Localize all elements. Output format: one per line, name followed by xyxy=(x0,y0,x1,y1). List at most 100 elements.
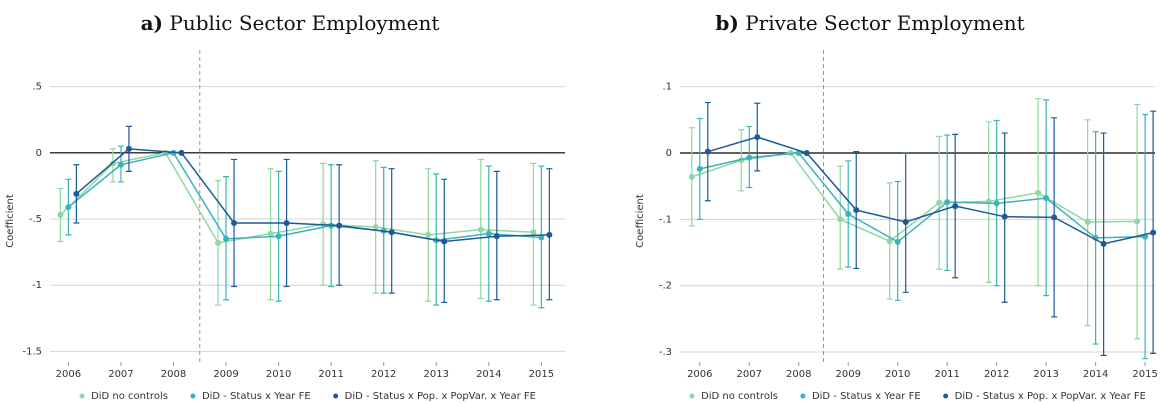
title-text: Public Sector Employment xyxy=(169,11,439,35)
data-point xyxy=(952,203,959,210)
series-line xyxy=(75,148,550,243)
y-tick-label: -1.5 xyxy=(22,346,42,357)
x-tick-label: 2009 xyxy=(836,369,861,380)
y-axis-label: Coefficient xyxy=(635,194,646,248)
series-line xyxy=(699,152,1146,243)
data-point xyxy=(493,233,500,240)
data-point xyxy=(388,229,395,236)
legend-marker xyxy=(333,393,339,399)
data-point xyxy=(223,235,230,242)
data-point xyxy=(546,231,553,238)
legend-marker xyxy=(79,393,85,399)
data-point xyxy=(485,230,492,237)
legend-label: DiD - Status x Year FE xyxy=(202,391,311,402)
chart-title: a) Public Sector Employment xyxy=(141,11,440,35)
data-point xyxy=(178,149,185,156)
legend-marker xyxy=(943,393,949,399)
data-point xyxy=(1043,195,1050,202)
data-point xyxy=(336,222,343,229)
x-tick-label: 2006 xyxy=(687,369,712,380)
data-point xyxy=(754,134,761,141)
data-point xyxy=(73,190,80,197)
data-point xyxy=(902,218,909,225)
panel-label: a) xyxy=(141,11,163,35)
x-tick-label: 2011 xyxy=(934,369,959,380)
data-point xyxy=(372,223,379,230)
legend-label: DiD - Status x Year FE xyxy=(812,391,921,402)
x-tick-label: 2012 xyxy=(371,369,396,380)
x-tick-label: 2007 xyxy=(108,369,133,380)
title-text: Private Sector Employment xyxy=(745,11,1024,35)
data-point xyxy=(117,161,124,168)
x-tick-label: 2010 xyxy=(885,369,910,380)
data-point xyxy=(936,199,943,206)
data-point xyxy=(1134,218,1141,225)
y-axis-label: Coefficient xyxy=(5,194,16,248)
y-tick-label: 0 xyxy=(666,148,672,159)
data-point xyxy=(704,148,711,155)
y-tick-label: -.2 xyxy=(659,281,672,292)
y-tick-label: .1 xyxy=(662,82,672,93)
data-point xyxy=(1051,214,1058,221)
legend-marker xyxy=(689,393,695,399)
data-point xyxy=(538,234,545,241)
series-line xyxy=(67,151,542,241)
data-point xyxy=(1150,229,1157,236)
data-point xyxy=(65,204,72,211)
x-tick-label: 2012 xyxy=(984,369,1009,380)
legend-label: DiD no controls xyxy=(91,391,168,402)
data-point xyxy=(1035,189,1042,196)
legend-label: DiD no controls xyxy=(701,391,778,402)
x-tick-label: 2013 xyxy=(424,369,449,380)
data-point xyxy=(1084,218,1091,225)
data-point xyxy=(1100,240,1107,247)
data-point xyxy=(283,219,290,226)
x-tick-label: 2008 xyxy=(786,369,811,380)
data-point xyxy=(886,238,893,245)
data-point xyxy=(853,207,860,214)
x-tick-label: 2014 xyxy=(1083,369,1108,380)
legend-marker xyxy=(190,393,196,399)
data-point xyxy=(688,173,695,180)
data-point xyxy=(696,165,703,172)
data-point xyxy=(125,145,132,152)
y-tick-label: -.5 xyxy=(29,214,42,225)
x-tick-label: 2011 xyxy=(318,369,343,380)
legend-marker xyxy=(800,393,806,399)
data-point xyxy=(215,239,222,246)
y-tick-label: .5 xyxy=(32,82,42,93)
x-tick-label: 2015 xyxy=(1132,369,1157,380)
x-tick-label: 2007 xyxy=(737,369,762,380)
legend-label: DiD - Status x Pop. x PopVar. x Year FE xyxy=(955,391,1146,402)
chart-panel: b) Private Sector Employment Coefficient.… xyxy=(635,11,1158,403)
x-tick-label: 2008 xyxy=(161,369,186,380)
legend: DiD no controls DiD - Status x Year FE DiD… xyxy=(689,391,1146,402)
data-point xyxy=(267,230,274,237)
chart-panel: a) Public Sector Employment Coefficient .5… xyxy=(5,11,565,402)
data-point xyxy=(530,229,537,236)
y-tick-label: 0 xyxy=(36,148,42,159)
x-tick-label: 2014 xyxy=(476,369,501,380)
data-point xyxy=(746,154,753,161)
data-point xyxy=(275,233,282,240)
data-point xyxy=(1001,213,1008,220)
legend: DiD no controls DiD - Status x Year FE DiD… xyxy=(79,391,536,402)
series-line xyxy=(707,136,1154,245)
data-point xyxy=(803,149,810,156)
chart-title: b) Private Sector Employment xyxy=(715,11,1024,35)
data-point xyxy=(837,216,844,223)
data-point xyxy=(993,200,1000,207)
y-tick-label: -.3 xyxy=(659,347,672,358)
y-tick-label: -1 xyxy=(32,280,42,291)
series-line xyxy=(59,151,534,244)
data-point xyxy=(845,211,852,218)
data-point xyxy=(944,199,951,206)
legend-label: DiD - Status x Pop. x PopVar. x Year FE xyxy=(345,391,536,402)
y-tick-label: -.1 xyxy=(659,214,672,225)
data-point xyxy=(441,238,448,245)
data-point xyxy=(894,238,901,245)
data-point xyxy=(425,231,432,238)
x-tick-label: 2015 xyxy=(529,369,554,380)
data-point xyxy=(57,212,64,219)
